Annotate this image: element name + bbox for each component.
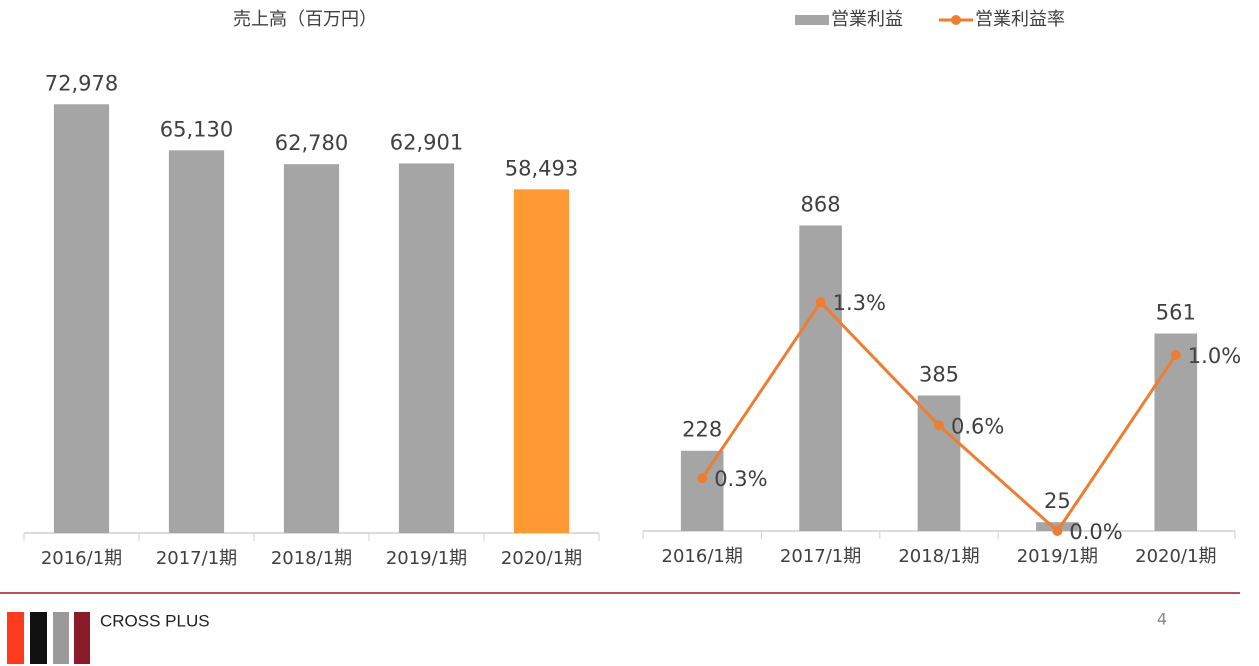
logo	[7, 612, 90, 664]
bar	[680, 450, 724, 531]
bar	[917, 395, 961, 531]
legend-swatch	[795, 15, 829, 25]
data-label: 0.0%	[1069, 520, 1122, 544]
x-tick-label: 2017/1期	[156, 548, 237, 569]
logo-bar	[30, 612, 47, 664]
line-point	[697, 473, 708, 484]
data-label: 1.0%	[1188, 344, 1241, 368]
x-tick-label: 2020/1期	[1135, 546, 1216, 567]
x-tick-label: 2019/1期	[386, 548, 467, 569]
data-label: 58,493	[505, 156, 578, 180]
data-label: 25	[1044, 489, 1071, 513]
data-label: 228	[682, 418, 722, 442]
data-label: 72,978	[45, 71, 118, 95]
line-point	[934, 420, 944, 431]
bar	[799, 225, 842, 532]
line-point	[815, 297, 826, 308]
data-label: 561	[1156, 301, 1196, 325]
data-label: 1.3%	[833, 291, 886, 315]
line-point	[1052, 526, 1063, 536]
bar	[513, 189, 570, 533]
data-label: 385	[919, 362, 959, 386]
x-tick-label: 2019/1期	[1017, 546, 1098, 567]
bar	[398, 163, 455, 534]
legend-label: 営業利益率	[975, 9, 1065, 30]
chart-title: 売上高（百万円）	[233, 9, 377, 30]
logo-bar	[74, 612, 90, 664]
data-label: 65,130	[160, 117, 233, 141]
data-label: 62,780	[275, 131, 348, 155]
legend-label: 営業利益	[831, 9, 903, 30]
x-tick-label: 2018/1期	[271, 548, 352, 569]
data-label: 0.6%	[951, 414, 1004, 438]
bar	[53, 104, 110, 534]
x-tick-label: 2020/1期	[501, 548, 582, 569]
x-tick-label: 2018/1期	[898, 546, 979, 567]
logo-bar	[53, 612, 69, 664]
data-label: 62,901	[390, 130, 463, 154]
x-tick-label: 2017/1期	[780, 546, 861, 567]
brand: CROSS PLUS	[100, 611, 210, 630]
line-point	[1170, 350, 1181, 360]
bar	[168, 150, 225, 533]
bar	[1154, 333, 1198, 531]
logo-bar	[7, 612, 24, 664]
data-label: 0.3%	[714, 467, 767, 491]
page-number: 4	[1157, 610, 1167, 629]
data-label: 868	[801, 192, 841, 216]
bar	[283, 164, 340, 534]
x-tick-label: 2016/1期	[41, 548, 122, 569]
legend-swatch	[951, 15, 961, 25]
x-tick-label: 2016/1期	[662, 546, 743, 567]
